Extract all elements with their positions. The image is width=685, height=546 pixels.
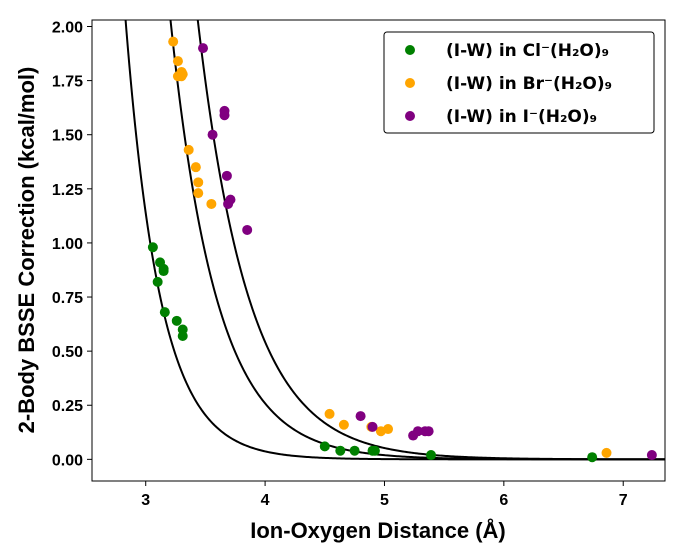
data-point xyxy=(324,408,335,419)
legend-marker xyxy=(405,111,415,121)
y-tick-label: 1.50 xyxy=(52,128,83,145)
x-tick-label: 4 xyxy=(261,492,270,509)
y-tick-label: 0.25 xyxy=(52,398,83,415)
data-point xyxy=(193,177,204,188)
data-point xyxy=(168,36,179,47)
legend: (I-W) in Cl⁻(H₂O)₉ (I-W) in Br⁻(H₂O)₉ (I-W… xyxy=(383,31,655,134)
plot-frame xyxy=(91,19,666,482)
data-point xyxy=(159,307,170,318)
data-point xyxy=(587,452,598,463)
data-point xyxy=(355,411,366,422)
axes: 3 4 5 6 7 0.00 0.25 0.50 0.75 1.00 1.25 1.50 1.75 2.0… xyxy=(52,19,666,509)
data-point xyxy=(172,56,183,67)
y-tick-label: 1.25 xyxy=(52,182,83,199)
data-point xyxy=(152,276,163,287)
data-point xyxy=(335,445,346,456)
data-point xyxy=(147,242,158,253)
data-point xyxy=(198,43,209,54)
data-point xyxy=(319,441,330,452)
x-tick-label: 5 xyxy=(380,492,389,509)
data-point xyxy=(183,144,194,155)
data-point xyxy=(225,194,236,205)
y-tick-label: 0.00 xyxy=(52,452,83,469)
data-point xyxy=(367,421,378,432)
x-axis-title: Ion-Oxygen Distance (Å) xyxy=(250,517,505,543)
data-point xyxy=(646,450,657,461)
data-point xyxy=(177,69,188,80)
data-point xyxy=(177,330,188,341)
data-point xyxy=(369,445,380,456)
data-point xyxy=(207,129,218,140)
data-point xyxy=(426,450,437,461)
data-point xyxy=(242,224,253,235)
legend-label: (I-W) in Br⁻(H₂O)₉ xyxy=(446,74,612,94)
y-tick-label: 1.00 xyxy=(52,236,83,253)
plot-area xyxy=(124,20,665,463)
x-tick-label: 7 xyxy=(619,492,628,509)
legend-label: (I-W) in I⁻(H₂O)₉ xyxy=(446,107,597,127)
fit-curve-2 xyxy=(196,20,665,461)
data-point xyxy=(423,426,434,437)
legend-marker xyxy=(405,45,415,55)
y-tick-label: 0.50 xyxy=(52,344,83,361)
legend-box xyxy=(383,31,655,134)
data-point xyxy=(219,110,230,121)
legend-label: (I-W) in Cl⁻(H₂O)₉ xyxy=(446,41,609,61)
y-tick-label: 1.75 xyxy=(52,74,83,91)
legend-marker xyxy=(405,78,415,88)
data-point xyxy=(171,315,182,326)
data-point xyxy=(190,162,201,173)
data-point xyxy=(206,198,217,209)
data-point xyxy=(601,447,612,458)
data-point xyxy=(412,426,423,437)
y-tick-label: 0.75 xyxy=(52,290,83,307)
data-point xyxy=(158,266,169,277)
data-point xyxy=(221,170,232,181)
data-point xyxy=(349,445,360,456)
y-tick-label: 2.00 xyxy=(52,19,83,36)
x-tick-label: 3 xyxy=(141,492,150,509)
data-point xyxy=(193,188,204,199)
y-axis-title: 2-Body BSSE Correction (kcal/mol) xyxy=(14,67,39,434)
data-point xyxy=(383,424,394,435)
x-tick-label: 6 xyxy=(499,492,508,509)
data-point xyxy=(338,419,349,430)
